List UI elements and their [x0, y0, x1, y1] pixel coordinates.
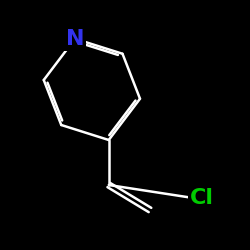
Text: Cl: Cl	[190, 188, 214, 208]
Text: N: N	[66, 29, 84, 49]
